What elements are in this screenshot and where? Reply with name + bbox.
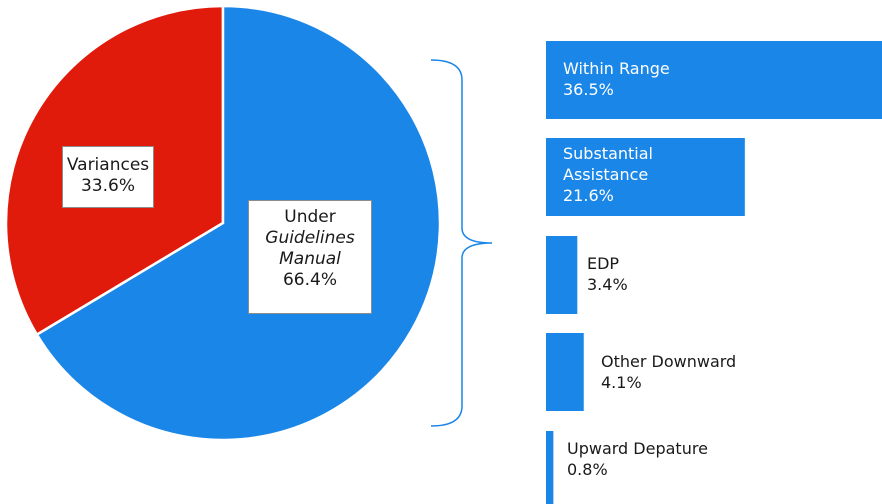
- pie-label-line: Manual: [279, 249, 341, 269]
- bar-3: [546, 333, 584, 411]
- bar-value-label: 4.1%: [601, 373, 642, 392]
- pie-slice-1: [35, 4, 442, 442]
- pie-label-line: Guidelines: [265, 228, 355, 248]
- bar-label-upward-departure: Upward Depature 0.8%: [567, 438, 708, 480]
- pie-label-line: Variances: [66, 155, 150, 175]
- bracket: [430, 59, 493, 427]
- bar-chart: [546, 41, 882, 504]
- pie-label-variances: Variances 33.6%: [62, 146, 154, 208]
- bar-value-label: 0.8%: [567, 460, 608, 479]
- pie-value-label: 33.6%: [80, 176, 135, 196]
- bar-4: [546, 431, 554, 504]
- bar-label-substantial-assistance: Substantial Assistance 21.6%: [563, 143, 653, 206]
- bar-2: [546, 236, 578, 314]
- bar-label-line: EDP: [587, 254, 620, 273]
- bar-label-line: Assistance: [563, 165, 649, 184]
- bar-label-line: Substantial: [563, 144, 653, 163]
- bar-label-within-range: Within Range 36.5%: [563, 58, 670, 100]
- bar-0: [546, 41, 882, 119]
- bar-label-edp: EDP 3.4%: [587, 253, 628, 295]
- bar-value-label: 36.5%: [563, 80, 614, 99]
- bar-value-label: 21.6%: [563, 186, 614, 205]
- pie-label-line: Under: [284, 207, 336, 227]
- bar-label-line: Upward Depature: [567, 439, 708, 458]
- bar-label-line: Within Range: [563, 59, 670, 78]
- bar-label-line: Other Downward: [601, 352, 737, 371]
- pie-chart: [4, 4, 442, 442]
- bar-label-other-downward: Other Downward 4.1%: [601, 351, 736, 393]
- pie-label-under-guidelines-manual: Under Guidelines Manual 66.4%: [248, 200, 372, 314]
- pie-value-label: 66.4%: [282, 270, 337, 290]
- bar-value-label: 3.4%: [587, 275, 628, 294]
- bar-1: [546, 138, 745, 216]
